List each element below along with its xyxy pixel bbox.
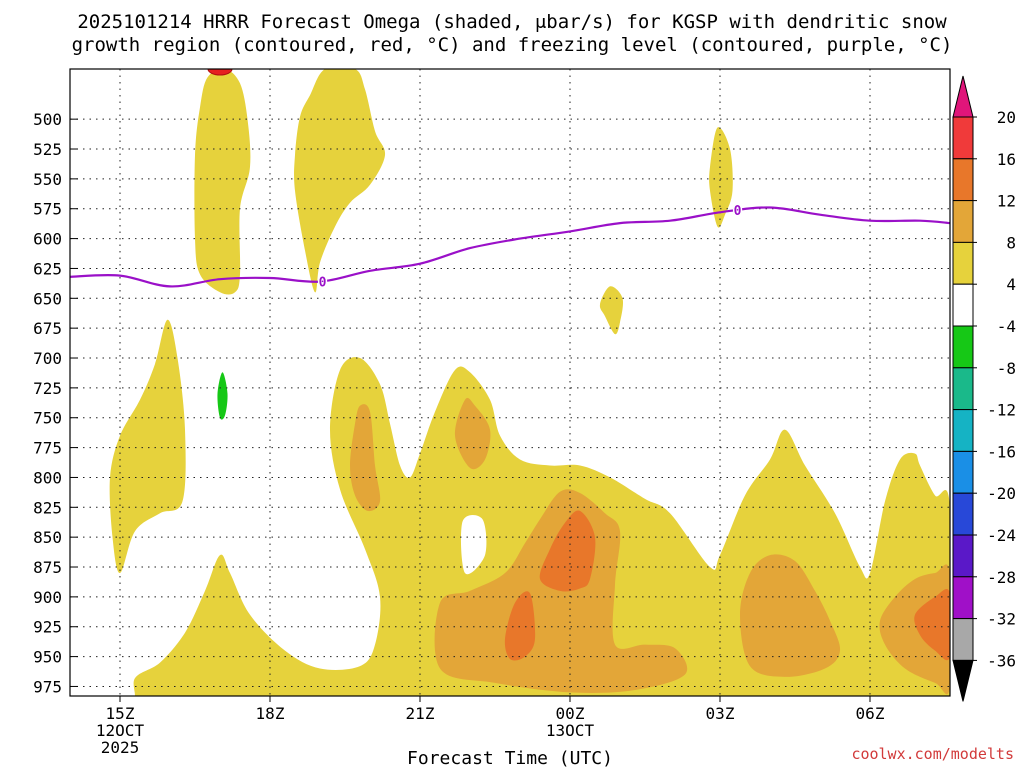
colorbar-label-4: 4 — [1006, 275, 1016, 294]
omega-region-orange-7 — [454, 397, 491, 470]
y-tick-label-525: 525 — [33, 140, 62, 159]
y-axis: 500 525 550 575 600 625 650 675 700 725 750 775 800 8… — [33, 110, 78, 696]
colorbar-segment-10 — [952, 534, 974, 578]
omega-region-yellow-13 — [294, 69, 386, 293]
freezing-level-line — [70, 206, 950, 288]
omega-region-yellow-12 — [194, 69, 251, 295]
freezing-level-label-0: 0 — [319, 276, 327, 291]
y-tick-label-925: 925 — [33, 618, 62, 637]
y-tick-label-900: 900 — [33, 588, 62, 607]
x-tick-sublabel-15Z-1: 2025 — [101, 738, 140, 757]
colorbar-segment-1 — [952, 158, 974, 202]
y-tick-label-600: 600 — [33, 230, 62, 249]
x-tick-label-21Z: 21Z — [406, 704, 435, 723]
omega-region-darkorange-10 — [914, 589, 950, 661]
y-tick-label-800: 800 — [33, 468, 62, 487]
y-tick-label-625: 625 — [33, 259, 62, 278]
colorbar-label-3: 8 — [1006, 233, 1016, 252]
y-tick-label-975: 975 — [33, 677, 62, 696]
omega-region-yellow-11 — [109, 319, 186, 574]
x-tick-label-00Z: 00Z — [556, 704, 585, 723]
y-tick-label-650: 650 — [33, 289, 62, 308]
x-tick-label-06Z: 06Z — [856, 704, 885, 723]
contours: 00 — [70, 69, 950, 292]
omega-region-orange-4 — [879, 564, 950, 695]
colorbar-label-1: 16 — [997, 150, 1016, 169]
colorbar-bottom-arrow — [952, 659, 974, 702]
colorbar-segment-3 — [952, 241, 974, 285]
omega-region-green-16 — [217, 372, 228, 420]
y-tick-label-775: 775 — [33, 439, 62, 458]
omega-region-orange-2 — [434, 489, 688, 693]
x-tick-label-03Z: 03Z — [706, 704, 735, 723]
colorbar-segment-7 — [952, 409, 974, 452]
chart-title-line-2: growth region (contoured, red, °C) and f… — [72, 34, 953, 56]
colorbar-segment-8 — [952, 450, 974, 494]
colorbar-label-11: -28 — [987, 568, 1016, 587]
y-tick-label-750: 750 — [33, 409, 62, 428]
x-tick-label-18Z: 18Z — [256, 704, 285, 723]
y-tick-label-725: 725 — [33, 379, 62, 398]
y-tick-label-500: 500 — [33, 110, 62, 129]
colorbar-segment-2 — [952, 200, 974, 243]
colorbar-label-0: 20 — [997, 108, 1016, 127]
colorbar-segment-0 — [952, 116, 974, 160]
colorbar-label-6: -8 — [997, 359, 1016, 378]
colorbar-label-8: -16 — [987, 442, 1016, 461]
colorbar-segment-11 — [952, 576, 974, 620]
colorbar-label-13: -36 — [987, 651, 1016, 670]
colorbar-segment-4 — [952, 283, 974, 327]
x-tick-sublabel-00Z-0: 13OCT — [546, 721, 595, 740]
omega-region-darkorange-9 — [504, 591, 536, 661]
colorbar-top-arrow — [952, 75, 974, 118]
colorbar-label-2: 12 — [997, 192, 1016, 211]
freezing-level-label-1: 0 — [734, 204, 742, 219]
omega-region-yellow-14 — [709, 127, 733, 228]
x-axis-label: Forecast Time (UTC) — [407, 748, 613, 768]
colorbar-label-7: -12 — [987, 401, 1016, 420]
colorbar-label-10: -24 — [987, 526, 1016, 545]
y-tick-label-675: 675 — [33, 319, 62, 338]
omega-region-orange-6 — [350, 404, 381, 512]
chart-title-line-1: 2025101214 HRRR Forecast Omega (shaded, … — [77, 11, 947, 33]
x-tick-label-15Z: 15Z — [106, 704, 135, 723]
credit-text: coolwx.com/modelts — [851, 745, 1014, 763]
colorbar-label-12: -32 — [987, 610, 1016, 629]
colorbar: 20 16 12 8 4 -4 -8 -12 -16 -20 -24 -28 -32 -36 — [952, 75, 1016, 702]
grid-lines — [70, 69, 950, 696]
y-tick-label-850: 850 — [33, 528, 62, 547]
colorbar-segment-12 — [952, 618, 974, 661]
colorbar-label-9: -20 — [987, 484, 1016, 503]
y-tick-label-875: 875 — [33, 558, 62, 577]
omega-region-white-1 — [461, 514, 487, 575]
omega-region-orange-3 — [740, 554, 841, 677]
colorbar-segment-9 — [952, 492, 974, 536]
y-tick-label-950: 950 — [33, 648, 62, 667]
y-tick-label-825: 825 — [33, 498, 62, 517]
colorbar-label-5: -4 — [997, 317, 1016, 336]
colorbar-segment-5 — [952, 325, 974, 369]
y-tick-label-550: 550 — [33, 170, 62, 189]
plot-frame — [69, 68, 951, 697]
colorbar-segment-6 — [952, 367, 974, 411]
y-tick-label-700: 700 — [33, 349, 62, 368]
omega-region-darkorange-8 — [539, 510, 596, 592]
omega-shading — [109, 69, 950, 696]
y-tick-label-575: 575 — [33, 200, 62, 219]
x-tick-sublabel-15Z-0: 12OCT — [96, 721, 145, 740]
dendritic-growth-contour — [207, 69, 233, 76]
